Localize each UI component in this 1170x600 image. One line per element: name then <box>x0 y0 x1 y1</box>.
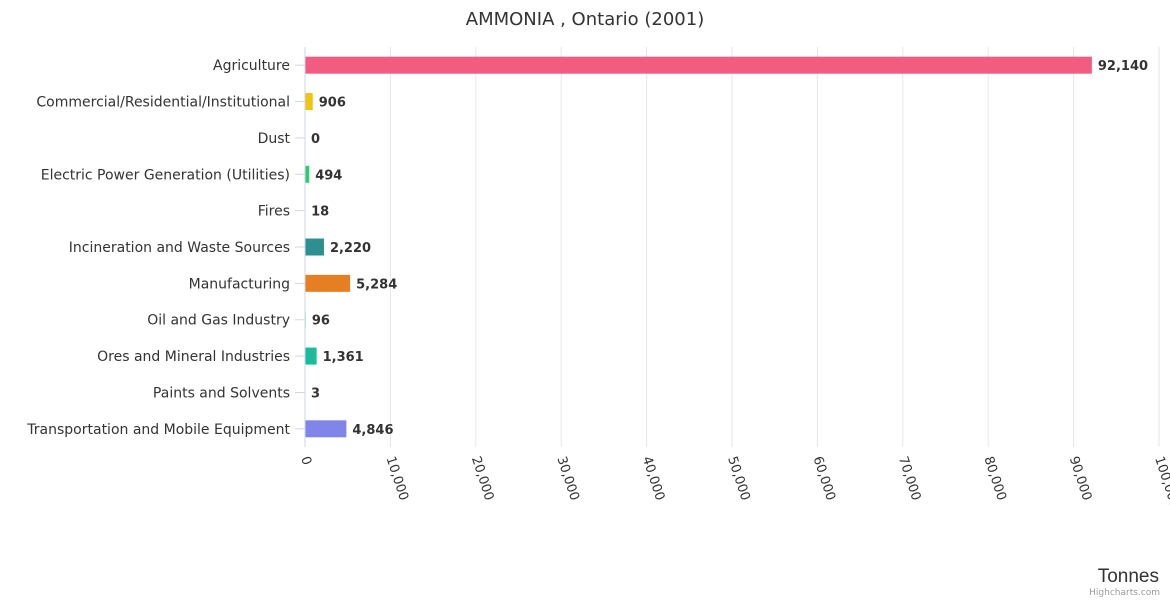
category-label: Agriculture <box>213 58 290 74</box>
data-label: 18 <box>311 205 329 220</box>
category-labels: Agriculture Commercial/Residential/Instit… <box>26 58 305 438</box>
x-tick-label: 80,000 <box>980 455 1008 503</box>
category-label: Manufacturing <box>189 276 290 292</box>
bar-0 <box>305 56 1092 74</box>
data-label: 906 <box>319 96 346 111</box>
bar-3 <box>305 165 310 183</box>
bar-8 <box>305 347 317 365</box>
category-label: Dust <box>258 131 291 147</box>
data-label: 0 <box>311 132 320 147</box>
bars: 92,140 906 0 494 18 2,220 5,284 96 1,361 3 4,846 <box>305 56 1148 438</box>
category-label: Ores and Mineral Industries <box>97 349 290 365</box>
highcharts-credit[interactable]: Highcharts.com <box>1089 588 1160 598</box>
x-tick-label: 20,000 <box>468 455 496 503</box>
category-label: Oil and Gas Industry <box>147 313 290 329</box>
data-label: 1,361 <box>323 350 364 365</box>
category-label: Transportation and Mobile Equipment <box>26 422 290 438</box>
category-label: Fires <box>258 204 290 220</box>
category-label: Electric Power Generation (Utilities) <box>41 167 290 183</box>
x-tick-labels: 0 10,000 20,000 30,000 40,000 50,000 60,000 70,… <box>297 455 1170 511</box>
data-label: 5,284 <box>356 277 397 292</box>
x-axis-title: Tonnes <box>1098 566 1159 587</box>
data-label: 96 <box>312 314 330 329</box>
x-tick-label: 60,000 <box>810 455 838 503</box>
data-label: 4,846 <box>352 423 393 438</box>
x-tick-label: 30,000 <box>553 455 581 503</box>
chart-title: AMMONIA , Ontario (2001) <box>466 9 704 30</box>
x-tick-label: 100,000 <box>1151 455 1170 511</box>
category-label: Paints and Solvents <box>153 385 290 401</box>
grid-lines <box>389 47 1160 447</box>
x-tick-label: 40,000 <box>639 455 667 503</box>
data-label: 3 <box>311 386 320 401</box>
x-tick-label: 70,000 <box>895 455 923 503</box>
x-tick-label: 50,000 <box>724 455 752 503</box>
data-label: 2,220 <box>330 241 371 256</box>
bar-1 <box>305 93 313 111</box>
x-tick-label: 90,000 <box>1066 455 1094 503</box>
data-label: 494 <box>315 168 342 183</box>
category-label: Incineration and Waste Sources <box>69 240 290 256</box>
data-label: 92,140 <box>1098 59 1148 74</box>
x-tick-label: 10,000 <box>383 455 411 503</box>
x-tick-label: 0 <box>297 455 314 468</box>
bar-5 <box>305 238 324 256</box>
bar-10 <box>305 420 347 438</box>
bar-6 <box>305 274 351 292</box>
category-label: Commercial/Residential/Institutional <box>36 95 290 111</box>
